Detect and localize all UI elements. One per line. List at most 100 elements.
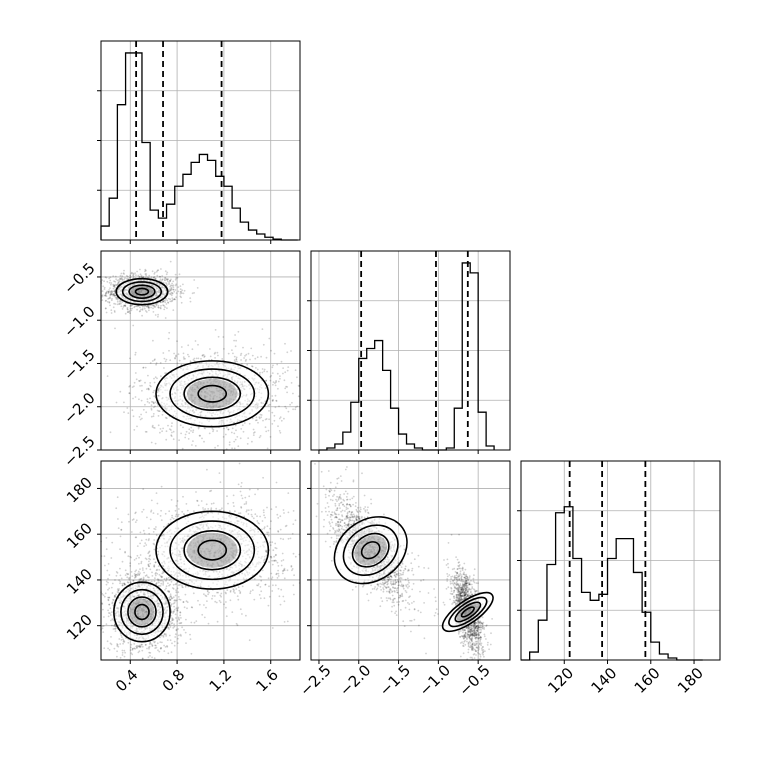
scatter-point [153,580,156,582]
scatter-point [166,284,168,287]
scatter-point [274,584,277,587]
scatter-point [166,645,168,647]
scatter-point [119,582,121,585]
scatter-point [177,591,180,594]
scatter-point [159,275,162,278]
scatter-point [165,635,168,637]
scatter-point [267,577,270,580]
scatter-point [116,303,119,306]
scatter-point [284,342,286,345]
scatter-point [164,279,166,282]
scatter-point [191,348,194,351]
scatter-point [143,305,146,308]
scatter-point [147,552,150,555]
scatter-point [263,370,266,373]
scatter-point [287,366,290,368]
scatter-point [292,392,294,395]
scatter-point [153,377,155,380]
scatter-point [283,577,286,580]
scatter-point [284,371,287,374]
scatter-point [121,651,124,654]
scatter-point [280,564,283,567]
scatter-point [143,571,146,574]
scatter-point [139,645,142,648]
scatter-point [114,294,117,297]
scatter-point [287,492,290,494]
scatter-point [124,304,127,307]
scatter-point [101,295,104,298]
scatter-point [261,368,264,370]
scatter-point [117,282,119,285]
scatter-point [132,647,134,650]
scatter-point [163,644,166,647]
scatter-point [150,400,153,403]
scatter-point [144,273,147,275]
scatter-point [252,428,255,431]
scatter-point [155,270,158,273]
scatter-point [108,297,110,300]
scatter-point [130,309,133,312]
scatter-point [108,301,111,303]
scatter-point [155,492,158,494]
scatter-point [193,279,196,281]
scatter-point [234,360,237,363]
scatter-point [154,306,157,308]
scatter-point [175,513,178,516]
scatter-point [138,556,140,559]
scatter-point [104,307,107,310]
scatter-point [152,413,155,415]
scatter-point [239,437,242,440]
scatter-point [240,482,243,484]
scatter-point [101,294,104,296]
scatter-point [121,301,124,303]
scatter-point [102,625,105,627]
scatter-point [294,408,297,411]
scatter-point [170,595,173,598]
scatter-point [168,349,170,352]
scatter-point [182,601,185,603]
scatter-point [103,294,106,297]
scatter-point [122,640,125,643]
scatter-point [137,651,140,654]
scatter-point [127,577,130,580]
scatter-point [264,426,267,429]
scatter-point [110,291,113,294]
scatter-point [296,376,298,379]
scatter-point [119,580,122,583]
scatter-point [112,287,115,290]
scatter-point [151,360,154,362]
hist-p0-panel [97,40,301,244]
scatter-point [258,417,261,420]
scatter-point [174,357,177,360]
scatter-point [173,640,176,643]
scatter-point [117,281,120,283]
scatter-point [127,641,130,644]
scatter-point [132,324,135,327]
scatter-point [276,363,279,366]
scatter-point [165,282,167,284]
scatter-point [108,603,111,606]
scatter-point [175,277,178,280]
scatter-point [147,306,150,309]
scatter-point [176,620,179,622]
scatter-point [279,603,282,606]
scatter-point [163,299,165,302]
scatter-point [173,611,175,613]
scatter-point [173,601,176,604]
scatter-point [129,305,132,307]
scatter-point [163,308,166,311]
scatter-point [164,299,167,302]
scatter-point [236,360,238,363]
scatter-point [182,292,185,295]
scatter-point [141,657,144,660]
scatter-point [170,651,173,654]
scatter-point [291,401,293,404]
scatter-point [248,422,251,425]
scatter-point [139,572,141,574]
scatter-point [277,387,279,390]
scatter-point [231,427,234,430]
scatter-point [104,276,107,279]
scatter-point [192,429,195,432]
scatter-point [150,276,153,279]
scatter-point [169,626,172,628]
